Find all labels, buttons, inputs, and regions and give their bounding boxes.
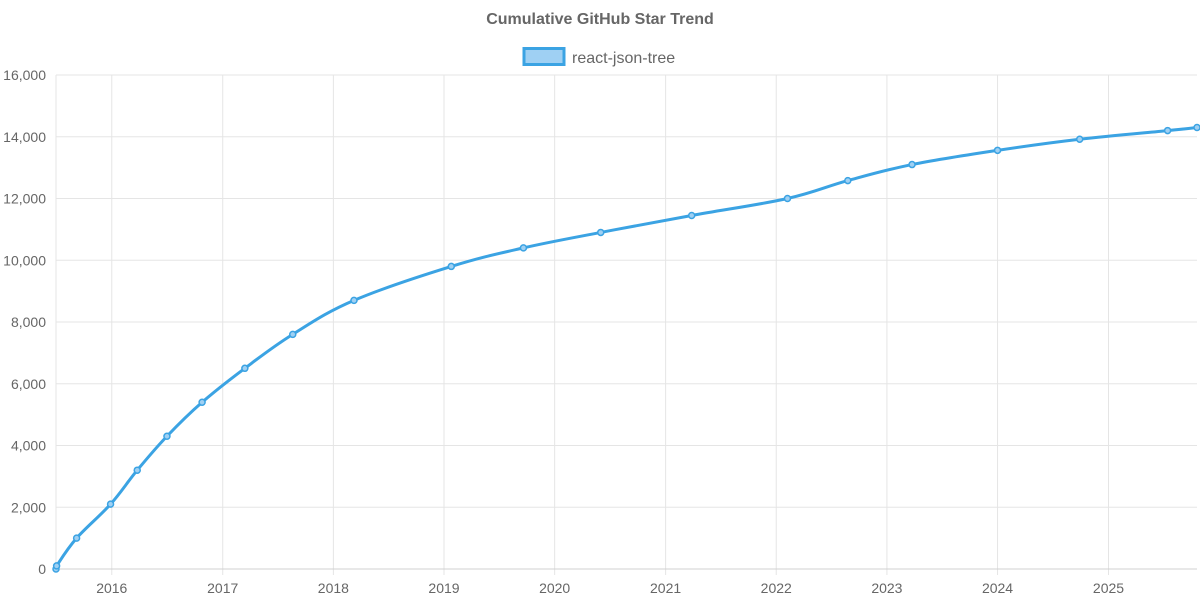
data-point[interactable] <box>1163 126 1172 135</box>
y-tick-label: 16,000 <box>3 67 46 83</box>
x-tick-label: 2023 <box>871 580 902 596</box>
x-tick-label: 2017 <box>207 580 238 596</box>
data-point[interactable] <box>198 398 206 407</box>
data-point[interactable] <box>596 228 605 237</box>
data-point[interactable] <box>519 244 528 252</box>
data-point[interactable] <box>72 534 81 542</box>
data-point[interactable] <box>163 432 171 440</box>
data-point[interactable] <box>844 176 852 185</box>
data-point[interactable] <box>783 194 792 203</box>
series-react-json-tree <box>52 123 1200 573</box>
x-tick-label: 2022 <box>761 580 792 596</box>
legend[interactable]: react-json-tree <box>522 47 675 68</box>
chart-title: Cumulative GitHub Star Trend <box>486 11 714 28</box>
y-tick-label: 6,000 <box>11 376 46 392</box>
x-tick-label: 2020 <box>539 580 570 596</box>
data-point[interactable] <box>447 262 456 271</box>
data-point[interactable] <box>241 364 249 373</box>
data-point[interactable] <box>289 330 297 339</box>
y-tick-label: 8,000 <box>11 314 46 330</box>
data-point[interactable] <box>687 211 696 220</box>
legend-label[interactable]: react-json-tree <box>572 50 675 67</box>
y-tick-label: 10,000 <box>3 252 46 268</box>
axes: 0 2,000 4,000 6,000 8,000 10,000 12,000 14,000 1… <box>3 67 1197 596</box>
data-point[interactable] <box>106 500 115 508</box>
legend-swatch[interactable] <box>522 47 566 66</box>
y-tick-label: 12,000 <box>3 191 46 207</box>
y-tick-label: 0 <box>38 561 46 577</box>
x-tick-label: 2016 <box>96 580 127 596</box>
y-tick-label: 2,000 <box>11 499 46 515</box>
x-tick-label: 2025 <box>1093 580 1124 596</box>
grid <box>55 74 1197 575</box>
data-point[interactable] <box>908 160 916 169</box>
series-line <box>53 125 1199 571</box>
data-point[interactable] <box>1193 123 1200 132</box>
x-tick-label: 2024 <box>982 580 1013 596</box>
y-tick-label: 4,000 <box>11 438 46 454</box>
data-point[interactable] <box>350 296 358 305</box>
x-tick-label: 2019 <box>428 580 459 596</box>
x-tick-label: 2018 <box>318 580 349 596</box>
data-point[interactable] <box>993 146 1002 155</box>
y-tick-label: 14,000 <box>3 129 46 145</box>
data-point[interactable] <box>133 466 141 474</box>
x-tick-label: 2021 <box>650 580 681 596</box>
data-point[interactable] <box>1075 135 1084 143</box>
data-point[interactable] <box>52 562 61 570</box>
